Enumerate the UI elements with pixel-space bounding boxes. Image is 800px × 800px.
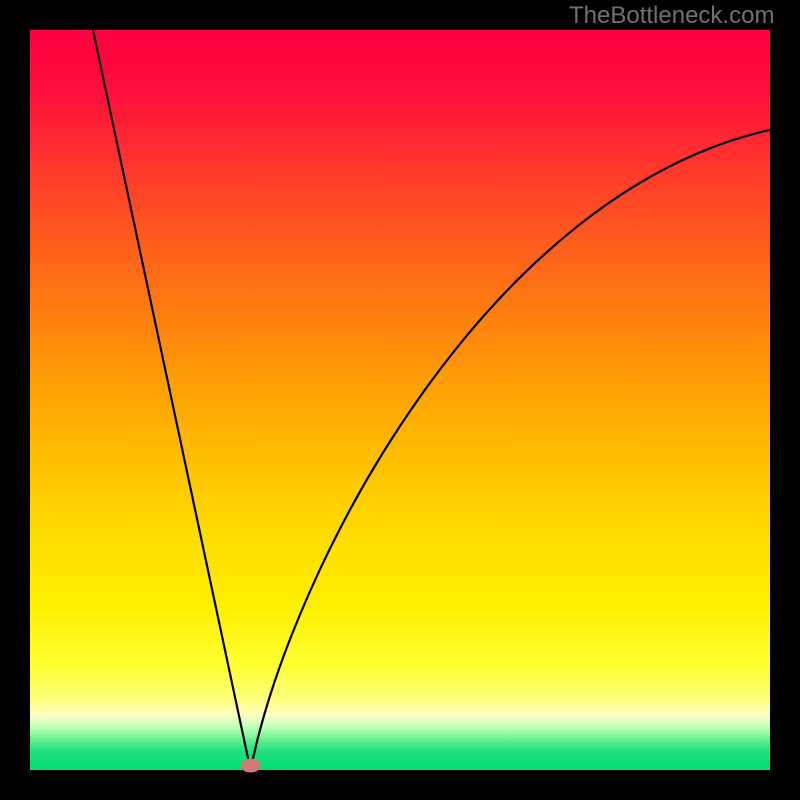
plot-border: [0, 0, 800, 800]
watermark-text: TheBottleneck.com: [569, 2, 774, 30]
